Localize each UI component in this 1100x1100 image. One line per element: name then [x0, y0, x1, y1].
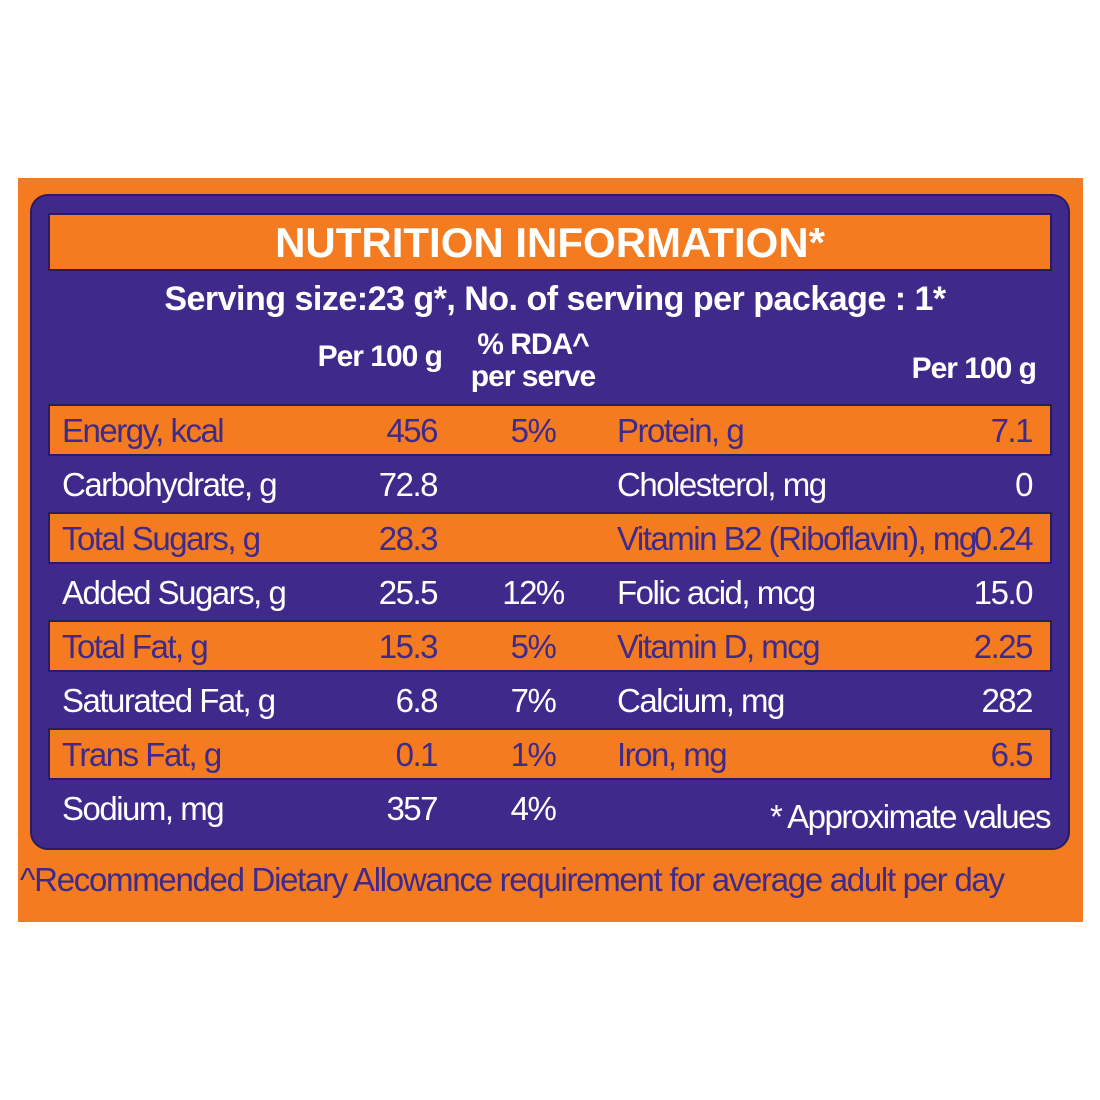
column-header: % RDA^ [477, 328, 590, 361]
nutrient: Sodium, mg [62, 790, 225, 827]
nutrient: Total Sugars, g [62, 520, 261, 557]
per-100g: 0.24 [973, 520, 1034, 557]
title-bar [48, 213, 1052, 271]
column-header: per serve [470, 360, 596, 393]
per-100g: 357 [386, 790, 438, 827]
per-100g: 72.8 [378, 466, 439, 503]
row-band [48, 728, 1052, 780]
per-100g: 456 [386, 412, 438, 449]
nutrient: Folic acid, mcg [617, 574, 816, 611]
row-band [48, 512, 1052, 564]
nutrient: Carbohydrate, g [62, 466, 278, 503]
title: NUTRITION INFORMATION* [275, 219, 825, 266]
rda: 5% [510, 628, 557, 665]
rda: 12% [502, 574, 565, 611]
footnote: ^Recommended Dietary Allowance requireme… [20, 861, 1005, 898]
per-100g: 15.3 [378, 628, 439, 665]
per-100g: 0.1 [395, 736, 439, 773]
nutrient: Trans Fat, g [62, 736, 222, 773]
column-header: Per 100 g [317, 340, 443, 373]
row-band [48, 620, 1052, 672]
nutrient: Energy, kcal [62, 412, 225, 449]
per-100g: 25.5 [378, 574, 439, 611]
note: * Approximate values [769, 798, 1052, 835]
nutrient: Iron, mg [617, 736, 728, 773]
nutrient: Saturated Fat, g [62, 682, 276, 719]
row-band [48, 404, 1052, 456]
per-100g: 6.5 [990, 736, 1034, 773]
per-100g: 0 [1015, 466, 1033, 503]
nutrient: Total Fat, g [62, 628, 209, 665]
rda: 4% [510, 790, 557, 827]
column-header: Per 100 g [911, 352, 1037, 385]
per-100g: 6.8 [395, 682, 439, 719]
nutrient: Vitamin B2 (Riboflavin), mg [617, 520, 977, 557]
nutrient: Cholesterol, mg [617, 466, 827, 503]
nutrient: Protein, g [617, 412, 745, 449]
rda: 7% [510, 682, 557, 719]
per-100g: 28.3 [378, 520, 439, 557]
per-100g: 2.25 [973, 628, 1034, 665]
rda: 5% [510, 412, 557, 449]
nutrient: Vitamin D, mcg [617, 628, 821, 665]
rda: 1% [510, 736, 557, 773]
nutrient: Added Sugars, g [62, 574, 287, 611]
serving-info: Serving size:23 g*, No. of serving per p… [164, 280, 946, 318]
nutrient: Calcium, mg [617, 682, 785, 719]
per-100g: 7.1 [990, 412, 1034, 449]
per-100g: 15.0 [973, 574, 1034, 611]
per-100g: 282 [981, 682, 1033, 719]
